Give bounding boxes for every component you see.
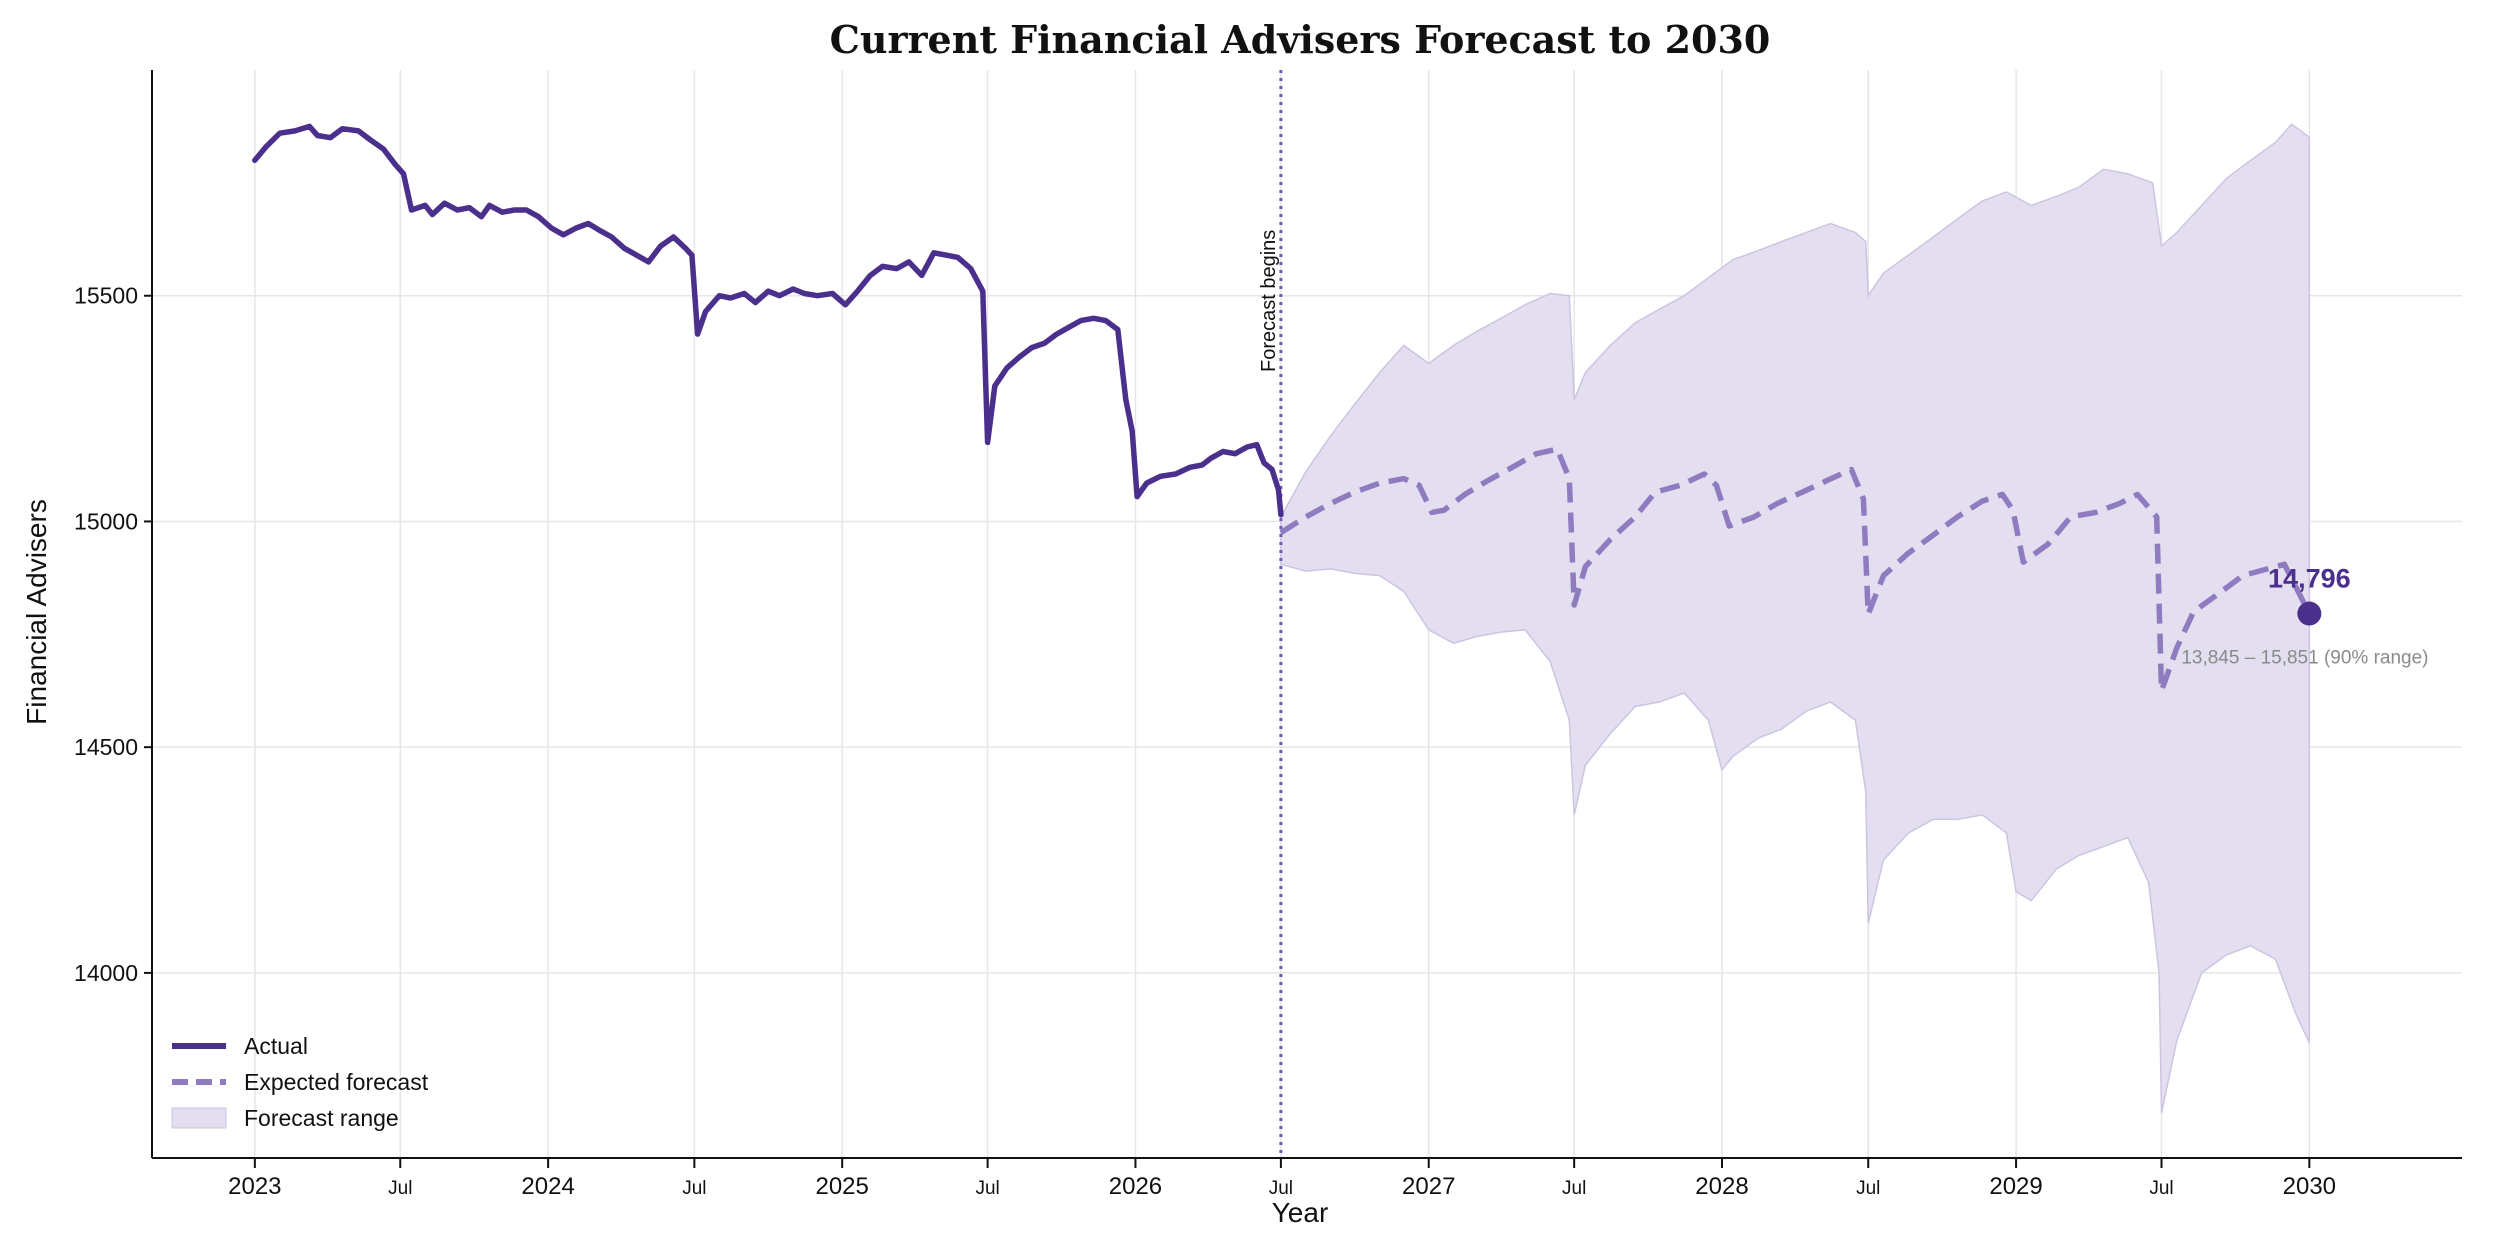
forecast-range-band (1280, 123, 2311, 1114)
endpoint-marker (2297, 601, 2322, 626)
x-tick-label: Jul (1856, 1178, 1880, 1199)
x-tick-label: Jul (2149, 1178, 2173, 1199)
x-tick-label: Jul (1269, 1178, 1293, 1199)
legend-range-label: Forecast range (244, 1105, 399, 1131)
x-tick-label: Jul (1562, 1178, 1586, 1199)
chart-title: Current Financial Advisers Forecast to 2… (830, 17, 1771, 62)
x-tick-label: 2029 (1989, 1173, 2042, 1200)
x-tick-label: 2028 (1695, 1173, 1748, 1200)
series-layer (252, 123, 2312, 694)
endpoint-range-label: 13,845 – 15,851 (90% range) (2181, 648, 2428, 669)
legend-actual-label: Actual (244, 1033, 308, 1059)
endpoint-value-label: 14,796 (2268, 564, 2351, 594)
forecast-range-band-layer (1280, 123, 2311, 1114)
x-tick-label: Jul (975, 1178, 999, 1199)
y-tick-label: 14000 (74, 960, 138, 986)
legend-forecast-label: Expected forecast (244, 1069, 429, 1095)
y-tick-label: 15000 (74, 508, 138, 534)
x-axis-label: Year (1272, 1197, 1329, 1228)
x-tick-label: Jul (682, 1178, 706, 1199)
x-tick-label: 2026 (1109, 1173, 1162, 1200)
actual-series-line (252, 123, 1284, 518)
x-tick-label: 2024 (521, 1173, 574, 1200)
x-tick-label: 2023 (228, 1173, 281, 1200)
x-tick-label: 2025 (815, 1173, 868, 1200)
forecast-start-label: Forecast begins (1258, 230, 1280, 372)
x-tick-label: 2027 (1402, 1173, 1455, 1200)
y-axis-label: Financial Advisers (21, 499, 52, 725)
x-tick-label: Jul (388, 1178, 412, 1199)
axes: 14000 14500 15000 15500 2023 Jul 2024 Jul 2025 Ju… (74, 70, 2462, 1200)
forecast-series-line (1279, 446, 2312, 694)
forecast-start-layer: Forecast begins (1258, 70, 1283, 1158)
x-tick-label: 2030 (2283, 1173, 2336, 1200)
legend-range-swatch (171, 1107, 227, 1129)
y-tick-label: 14500 (74, 734, 138, 760)
y-tick-label: 15500 (74, 283, 138, 309)
annotations: 14,796 13,845 – 15,851 (90% range) (2181, 564, 2428, 669)
legend: Actual Expected forecast Forecast range (171, 1033, 429, 1131)
